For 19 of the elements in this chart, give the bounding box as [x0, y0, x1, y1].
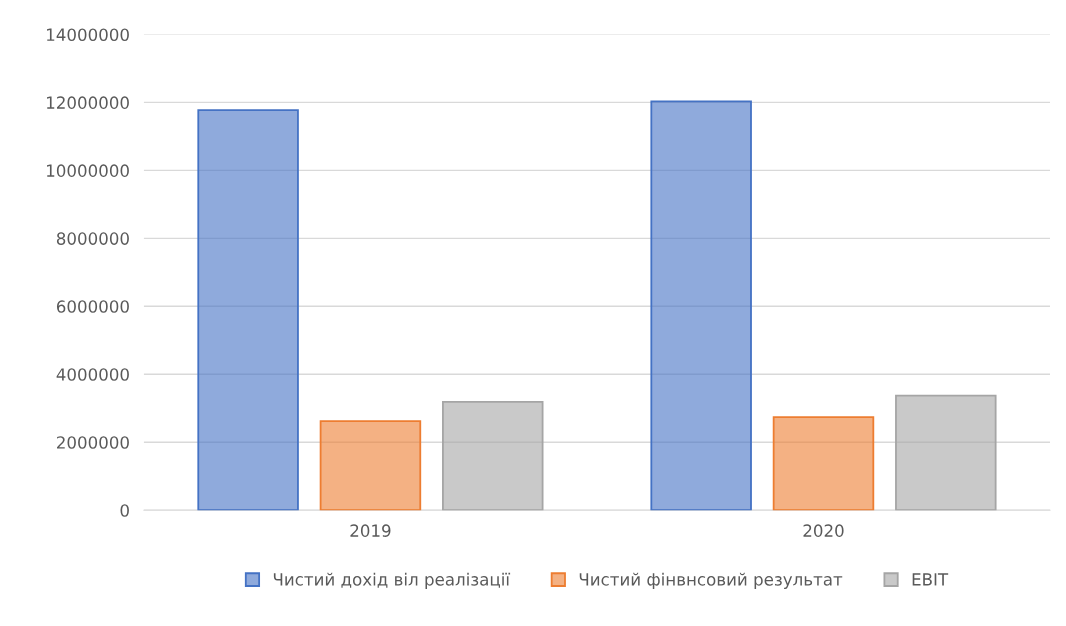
- x-tick-label: 2020: [803, 524, 844, 537]
- y-tick-label: 12000000: [47, 96, 129, 109]
- y-tick-label: 10000000: [47, 164, 129, 177]
- bar: [319, 420, 422, 511]
- y-tick-label: 4000000: [56, 368, 129, 381]
- y-tick-label: 0: [120, 504, 129, 517]
- y-tick-label: 2000000: [57, 436, 129, 449]
- y-tick-label: 8000000: [56, 232, 129, 245]
- y-tick-label: 6000000: [56, 300, 129, 313]
- y-tick-label: 14000000: [47, 28, 129, 41]
- legend-label: EBIT: [912, 573, 949, 586]
- x-tick-label: 2019: [350, 524, 391, 537]
- bar: [442, 400, 544, 511]
- bar: [650, 100, 752, 511]
- bar: [772, 416, 875, 511]
- legend-label: Чистий дохід віл реалізації: [273, 572, 511, 589]
- legend-label: Чистий фінвнсовий результат: [579, 572, 843, 589]
- bar: [197, 109, 299, 511]
- bar: [895, 394, 997, 511]
